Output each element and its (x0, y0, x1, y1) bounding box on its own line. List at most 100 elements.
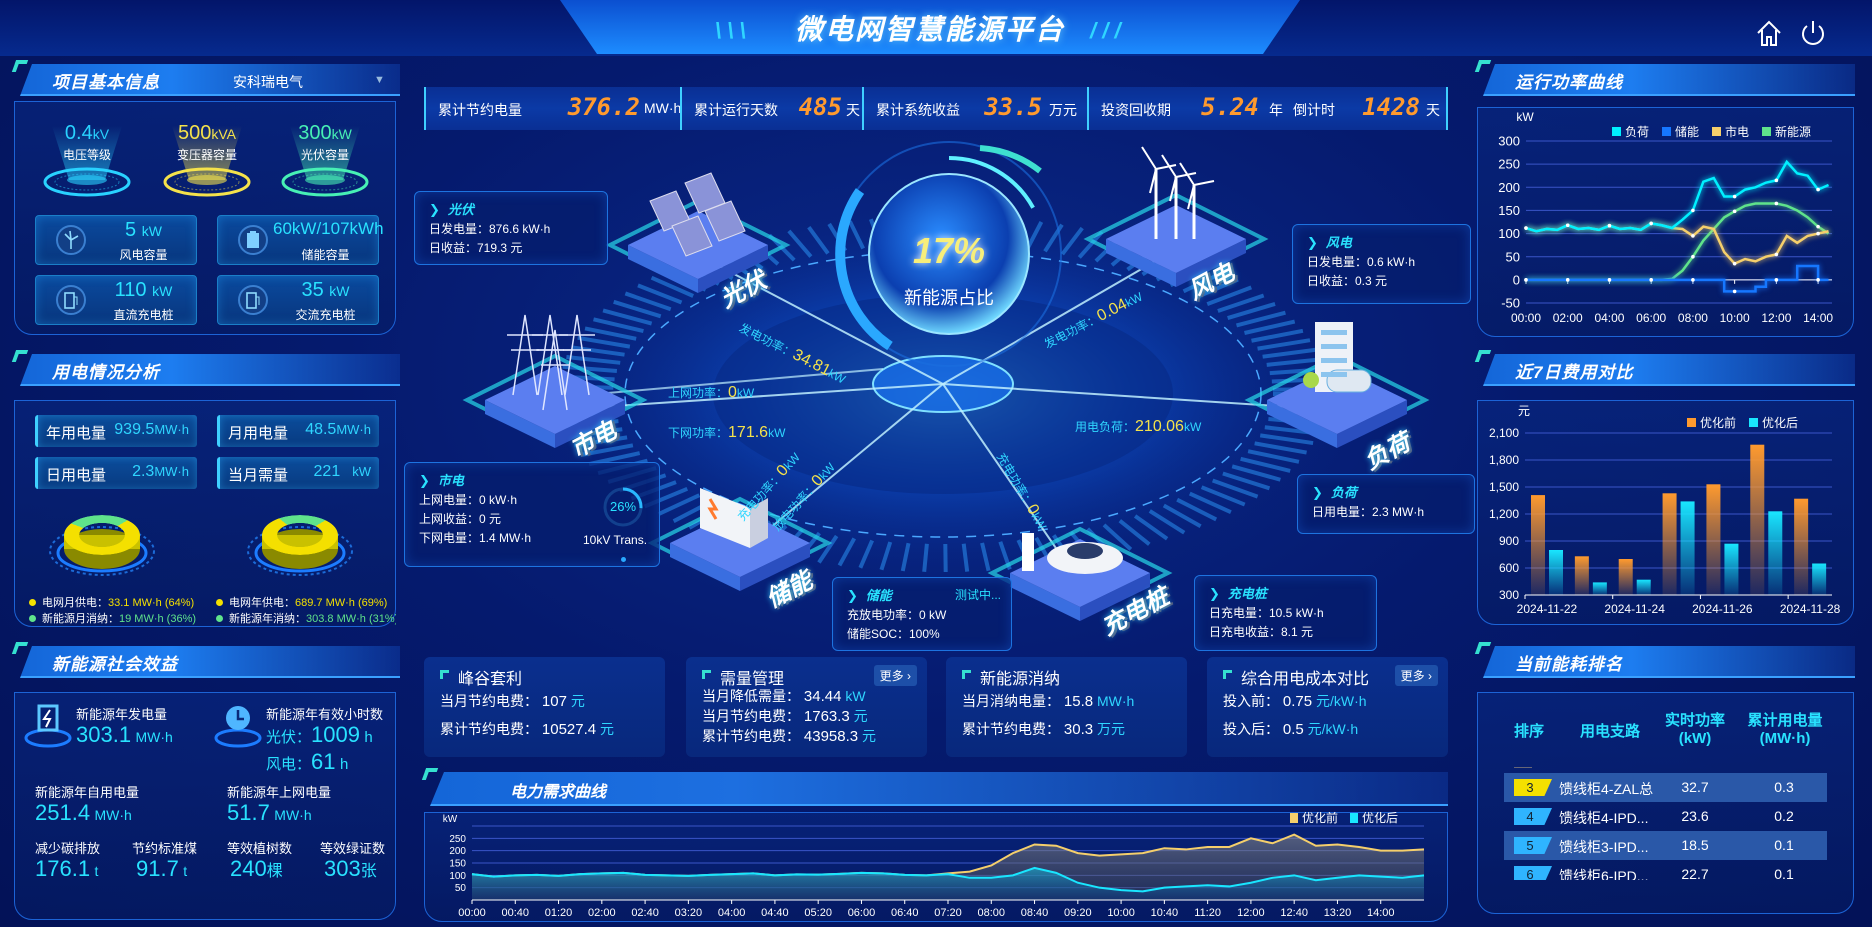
card-row: 当月消纳电量： 15.8 MW·h (962, 693, 1134, 710)
y-tick-label: 300 (1498, 134, 1520, 149)
benefit-card: 峰谷套利 当月节约电费： 107 元累计节约电费： 10527.4 元 (424, 657, 665, 757)
bar-优化后-2024-11-23[interactable] (1592, 582, 1607, 595)
col-rank: 排序 (1513, 723, 1544, 740)
legend-swatch[interactable] (1290, 813, 1298, 823)
info-row: 上网收益：0 元 (419, 512, 502, 526)
panel-title: 新能源社会效益 (52, 655, 178, 674)
col-power: 实时功率 (kW) (1664, 712, 1725, 747)
title-decoration-left: \ \ \ (715, 18, 746, 43)
branch-name: 馈线柜4-IPD... (1559, 810, 1649, 826)
bar-优化前-2024-11-26[interactable] (1706, 484, 1721, 595)
stat-label: 年用电量 (46, 425, 107, 442)
node-wind[interactable] (1083, 146, 1269, 287)
bar-优化后-2024-11-22[interactable] (1549, 550, 1563, 595)
more-button[interactable]: 更多 › (873, 665, 917, 686)
legend-label[interactable]: 优化后 (1362, 812, 1398, 825)
label: 风电： (266, 756, 312, 773)
more-button[interactable]: 更多 › (1394, 665, 1438, 686)
card-row: 累计节约电费： 43958.3 元 (702, 728, 876, 745)
bar-优化前-2024-11-23[interactable] (1574, 556, 1589, 595)
bar-优化后-2024-11-26[interactable] (1724, 543, 1739, 595)
legend-label[interactable]: 市电 (1725, 124, 1749, 139)
power-curve-panel (1477, 107, 1854, 337)
info-row: 日收益：719.3 元 (429, 241, 523, 255)
legend-label[interactable]: 负荷 (1625, 125, 1649, 139)
chevron-down-icon[interactable]: ▼ (374, 74, 385, 86)
gauge-value: 26% (609, 499, 637, 514)
bar-优化前-2024-11-22[interactable] (1531, 495, 1545, 595)
legend-swatch[interactable] (1762, 127, 1771, 136)
demand-curve-header: 电力需求曲线 (421, 768, 1448, 808)
node-charger[interactable] (987, 526, 1173, 621)
legend-swatch[interactable] (1350, 813, 1358, 823)
energy-value: 0.1 (1774, 837, 1794, 853)
ranking-row[interactable]: 6 馈线柜6-IPD... 22.7 0.1 (1504, 860, 1827, 880)
ranking-row[interactable]: 4 馈线柜4-IPD... 23.6 0.2 (1504, 802, 1827, 831)
label: 电压等级 (62, 148, 111, 162)
corner-icon (421, 768, 439, 780)
value: 176.1 (35, 856, 91, 881)
self-use-label: 新能源年自用电量 (35, 785, 140, 800)
capacity-card: 5 kW 风电容量 (35, 215, 197, 265)
legend-label[interactable]: 优化前 (1700, 415, 1736, 430)
bar-优化前-2024-11-27[interactable] (1750, 444, 1765, 595)
legend-swatch[interactable] (1662, 127, 1671, 136)
bar-优化后-2024-11-28[interactable] (1812, 563, 1827, 596)
bar-优化后-2024-11-24[interactable] (1636, 579, 1651, 595)
company-select[interactable]: 安科瑞电气 (233, 74, 303, 90)
unit: kV (92, 126, 110, 142)
legend-swatch[interactable] (1749, 418, 1758, 427)
power-icon[interactable] (1798, 18, 1828, 48)
info-row: 储能SOC：100% (847, 627, 940, 641)
ranking-row[interactable]: 5 馈线柜3-IPD... 18.5 0.1 (1504, 831, 1827, 860)
ranking-row[interactable]: 3 馈线柜4-ZAL总 32.7 0.3 (1504, 773, 1827, 802)
value: 300kW (265, 122, 385, 145)
unit: kW (331, 126, 352, 142)
tree-label: 等效植树数 (227, 841, 293, 856)
node-storage[interactable] (647, 488, 833, 591)
bar-优化前-2024-11-25[interactable] (1662, 493, 1677, 595)
number: 60kW/107kWh (273, 219, 384, 238)
legend-swatch[interactable] (1687, 418, 1696, 427)
legend-label[interactable]: 优化后 (1762, 416, 1798, 430)
home-icon[interactable] (1754, 18, 1784, 48)
bar-优化后-2024-11-25[interactable] (1680, 501, 1695, 595)
legend-label[interactable]: 新能源 (1775, 124, 1811, 139)
legend-label[interactable]: 优化前 (1302, 812, 1338, 825)
x-tick-label: 2024-11-22 (1517, 602, 1578, 616)
y-tick-label: 1,800 (1489, 453, 1519, 467)
legend-label[interactable]: 储能 (1675, 124, 1699, 139)
label: 下网功率： (668, 426, 729, 440)
unit: 元/kW·h (1307, 721, 1359, 737)
label: 新能源年消纳： (229, 613, 306, 625)
corner-icon (1474, 60, 1492, 72)
energy-value: 0.1 (1774, 866, 1794, 880)
kpi-item: 累计节约电量 376.2 MW·h (424, 87, 681, 130)
battery-icon (238, 225, 268, 255)
ranking-table-body[interactable]: 3 馈线柜4-ZAL总 32.7 0.3 4 馈线柜4-IPD... 23.6 0.2 5 馈线柜… (1504, 773, 1827, 880)
node-pv[interactable] (605, 172, 791, 293)
node-load[interactable] (1244, 322, 1430, 448)
legend-swatch[interactable] (1612, 127, 1621, 136)
unit: MW·h (135, 729, 173, 745)
donut-legend-item: 新能源月消纳：19 MW·h (36%) (29, 610, 196, 626)
stat-label: 日用电量 (46, 467, 107, 484)
usage-analysis-header: 用电情况分析 (11, 350, 400, 386)
pedestal-glow-icon (43, 126, 131, 197)
value: 1763.3 (803, 708, 850, 725)
y-tick-label: 1,500 (1489, 480, 1519, 494)
info-row: 日充电量：10.5 kW·h (1209, 606, 1324, 620)
bar-优化前-2024-11-28[interactable] (1794, 498, 1809, 595)
power-value: 23.6 (1681, 808, 1709, 824)
label: 累计节约电费： (440, 721, 538, 737)
bar-优化前-2024-11-24[interactable] (1618, 559, 1633, 595)
kpi-label: 投资回收期 (1101, 102, 1171, 118)
pager-dot[interactable] (621, 557, 626, 562)
node-grid[interactable] (462, 314, 648, 448)
unit: MW·h (336, 422, 371, 437)
x-tick-label: 07:20 (934, 907, 962, 919)
data-point (1691, 278, 1695, 282)
legend-swatch[interactable] (1712, 127, 1721, 136)
bar-优化后-2024-11-27[interactable] (1768, 511, 1783, 595)
